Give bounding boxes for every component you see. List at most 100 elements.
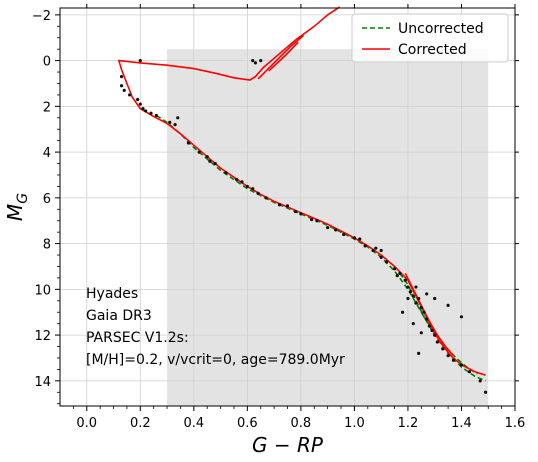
star-point — [451, 358, 456, 362]
star-point — [441, 347, 445, 351]
star-point — [403, 278, 407, 282]
star-point — [425, 292, 429, 296]
x-tick-label: 0.0 — [76, 416, 97, 431]
star-point — [409, 290, 413, 294]
star-point — [334, 228, 338, 232]
star-point — [358, 237, 362, 241]
star-point — [205, 155, 209, 159]
star-point — [168, 120, 172, 124]
star-point — [446, 354, 450, 358]
star-point — [414, 301, 418, 305]
y-tick-label: 6 — [43, 192, 51, 207]
star-point — [483, 390, 488, 394]
star-point — [417, 296, 421, 301]
isochrone-corrected-4 — [268, 41, 299, 72]
star-point — [419, 331, 423, 335]
star-point — [379, 248, 383, 253]
legend-box — [351, 13, 509, 63]
star-point — [342, 232, 346, 237]
legend-label-corrected: Corrected — [398, 42, 467, 58]
x-tick-label: 0.8 — [291, 416, 312, 431]
x-tick-label: 0.4 — [183, 416, 204, 431]
star-point — [411, 294, 415, 298]
star-point — [154, 113, 158, 118]
star-point — [417, 351, 421, 355]
star-point — [395, 274, 399, 278]
star-point — [374, 246, 378, 250]
star-point — [213, 161, 217, 166]
star-point — [315, 219, 319, 223]
star-point — [138, 102, 142, 106]
star-point — [433, 296, 437, 301]
star-point — [176, 116, 180, 120]
star-point — [363, 244, 367, 248]
star-point — [478, 379, 482, 383]
star-point — [141, 107, 145, 111]
star-point — [398, 271, 402, 275]
star-point — [138, 59, 142, 63]
star-point — [253, 61, 257, 65]
annotation-catalog: Gaia DR3 — [86, 308, 152, 324]
star-point — [414, 285, 418, 289]
star-point — [127, 93, 132, 97]
legend: Uncorrected Corrected — [351, 13, 509, 63]
star-points — [119, 59, 488, 394]
annotation-model: PARSEC V1.2s: — [86, 330, 189, 346]
x-tick-label: 1.4 — [451, 416, 472, 431]
y-tick-label: 10 — [34, 283, 51, 298]
isochrone-corrected-3 — [257, 34, 305, 80]
star-point — [119, 84, 124, 88]
star-point — [235, 177, 239, 182]
annotation-block: Hyades Gaia DR3 PARSEC V1.2s: [M/H]=0.2,… — [86, 286, 345, 368]
star-point — [326, 225, 330, 230]
star-point — [406, 285, 410, 289]
star-point — [277, 203, 282, 207]
star-point — [173, 123, 177, 127]
x-axis-label: G − RP — [252, 433, 324, 457]
y-axis-label: MG — [3, 193, 31, 221]
x-tick-label: 1.0 — [344, 416, 365, 431]
y-tick-label: 4 — [43, 146, 51, 161]
y-tick-label: −2 — [32, 9, 51, 24]
star-point — [264, 196, 268, 200]
y-tick-label: 0 — [43, 55, 51, 70]
star-point — [384, 260, 389, 264]
star-point — [430, 328, 434, 333]
star-point — [406, 296, 410, 301]
star-point — [467, 370, 472, 374]
star-point — [251, 187, 255, 191]
star-point — [149, 111, 153, 115]
star-point — [422, 310, 426, 314]
star-point — [419, 306, 423, 310]
annotation-cluster: Hyades — [86, 286, 138, 302]
isochrone-corrected-5 — [404, 272, 455, 357]
star-point — [122, 88, 126, 92]
star-point — [371, 248, 375, 253]
star-point — [309, 217, 314, 222]
star-point — [446, 303, 450, 307]
star-point — [245, 184, 249, 189]
star-point — [285, 204, 290, 208]
x-tick-label: 1.2 — [398, 416, 419, 431]
star-point — [435, 340, 439, 344]
y-axis-label-subscript: G — [15, 193, 31, 204]
star-point — [197, 150, 201, 154]
y-axis-label-main: M — [3, 204, 27, 221]
x-tick-label: 0.2 — [130, 416, 151, 431]
star-point — [119, 75, 124, 79]
star-point — [299, 212, 303, 216]
y-tick-label: 14 — [34, 375, 51, 390]
star-point — [136, 97, 140, 102]
star-point — [251, 59, 255, 63]
star-point — [379, 255, 383, 259]
star-point — [459, 315, 464, 319]
star-point — [459, 363, 464, 367]
y-tick-label: 8 — [43, 238, 51, 253]
star-point — [224, 171, 228, 175]
star-point — [240, 180, 244, 184]
star-point — [144, 109, 148, 113]
star-point — [427, 324, 431, 328]
star-point — [293, 209, 298, 214]
annotation-params: [M/H]=0.2, v/vcrit=0, age=789.0Myr — [86, 352, 345, 368]
